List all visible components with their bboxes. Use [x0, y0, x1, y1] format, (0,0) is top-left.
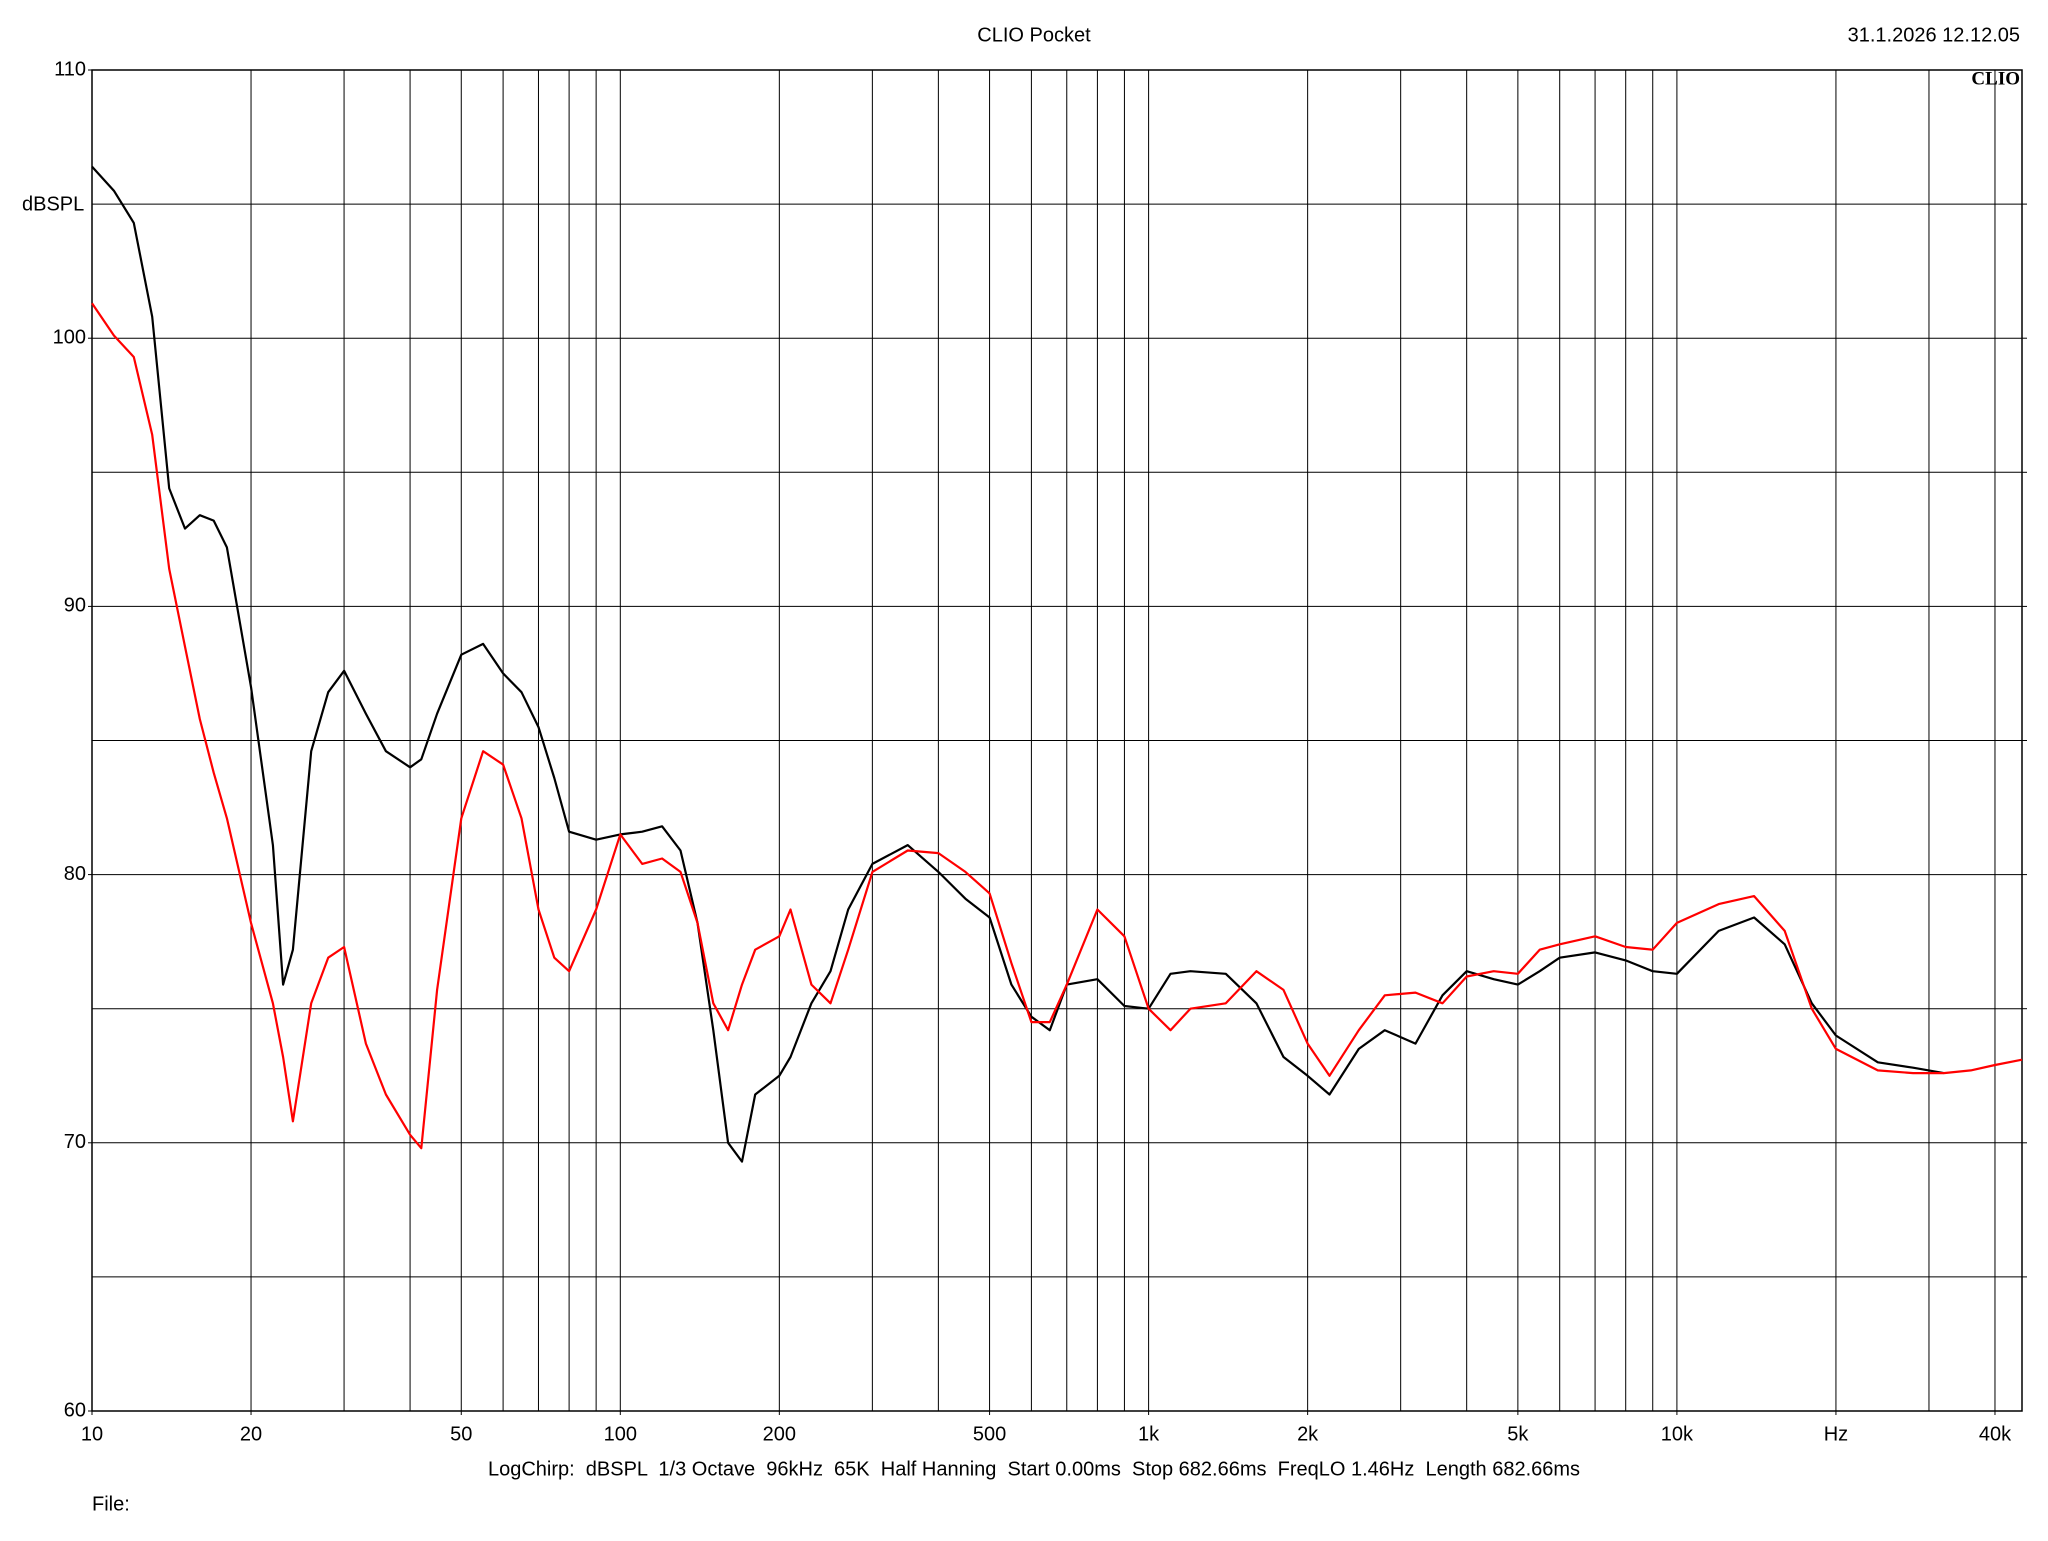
chart-title: CLIO Pocket — [977, 24, 1091, 46]
y-tick-label: 60 — [64, 1399, 86, 1421]
x-tick-label: 10 — [81, 1423, 103, 1445]
logo: CLIO — [1971, 68, 2020, 89]
x-tick-label: 40k — [1979, 1423, 2012, 1445]
x-tick-label: Hz — [1824, 1423, 1848, 1445]
y-tick-label: 90 — [64, 595, 86, 617]
x-tick-label: 10k — [1661, 1423, 1694, 1445]
x-tick-label: 50 — [450, 1423, 472, 1445]
file-label: File: — [92, 1493, 130, 1515]
footer: LogChirp: dBSPL 1/3 Octave 96kHz 65K Hal… — [488, 1458, 1580, 1480]
x-tick-label: 2k — [1297, 1423, 1319, 1445]
x-tick-label: 5k — [1507, 1423, 1529, 1445]
x-tick-label: 1k — [1138, 1423, 1160, 1445]
y-tick-label: 80 — [64, 863, 86, 885]
y-axis-label: dBSPL — [22, 193, 84, 215]
y-tick-label: 100 — [53, 326, 86, 348]
y-tick-label: 70 — [64, 1131, 86, 1153]
x-tick-label: 20 — [240, 1423, 262, 1445]
curve — [91, 165, 1944, 1163]
plot-frame — [91, 69, 2023, 1412]
x-tick-label: 100 — [604, 1423, 637, 1445]
timestamp: 31.1.2026 12.12.05 — [1848, 24, 2020, 46]
x-tick-label: 200 — [763, 1423, 796, 1445]
x-tick-label: 500 — [973, 1423, 1006, 1445]
y-tick-label: 110 — [54, 58, 86, 80]
curve — [91, 302, 2023, 1150]
